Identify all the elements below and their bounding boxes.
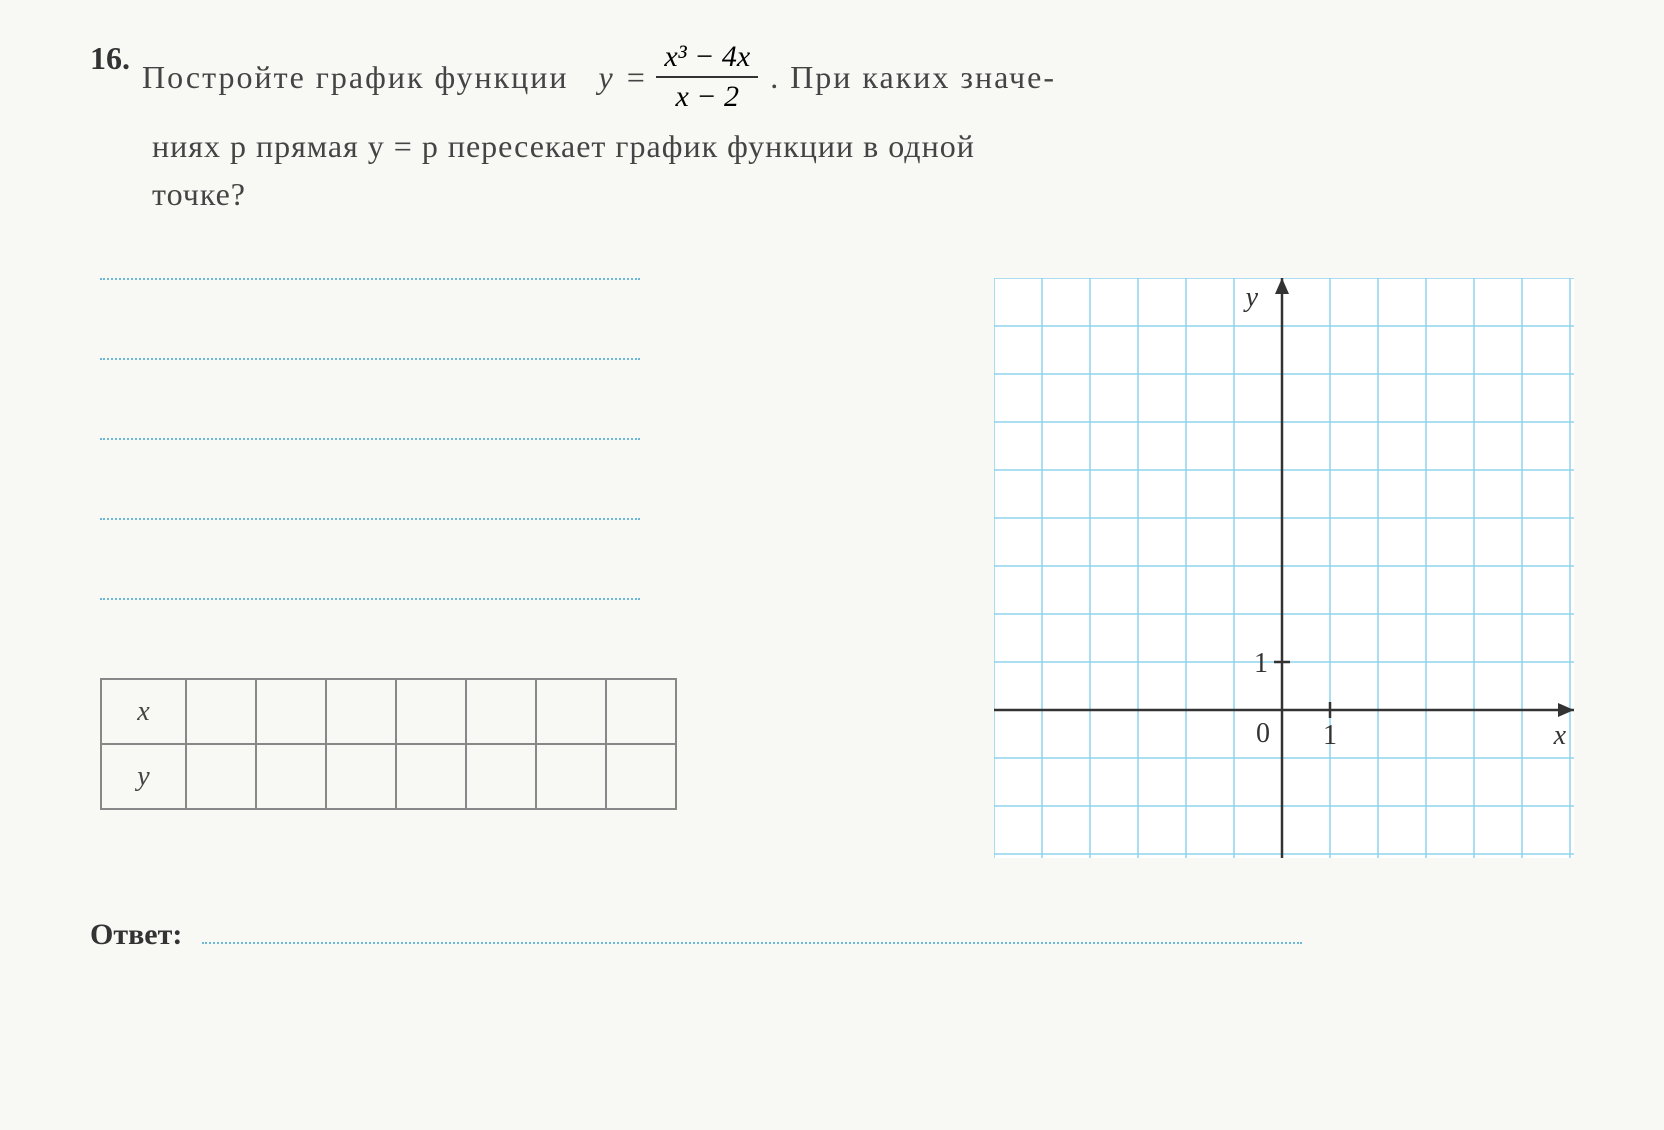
problem-text-2: . При каких значе- [770, 53, 1056, 101]
table-cell [326, 744, 396, 809]
main-content: x y yx011 [90, 278, 1574, 858]
problem-header: 16. Постройте график функции y = x³ − 4x… [90, 40, 1574, 114]
table-cell [466, 744, 536, 809]
table-cell [606, 744, 676, 809]
graph-svg: y x 0 1 1 [994, 278, 1574, 858]
answer-section: Ответ: [90, 918, 1574, 952]
table-cell [466, 679, 536, 744]
dotted-line-1 [100, 278, 640, 280]
table-cell [396, 679, 466, 744]
xy-table: x y [100, 678, 677, 810]
svg-text:1: 1 [1323, 720, 1337, 751]
fraction-denominator: x − 2 [667, 78, 747, 114]
problem-continuation-2: точке? [152, 170, 1574, 218]
svg-text:x: x [1553, 720, 1567, 751]
problem-body: Постройте график функции y = x³ − 4x x −… [142, 40, 1056, 114]
table-cell [186, 744, 256, 809]
table-label-y: y [101, 744, 186, 809]
problem-number: 16. [90, 40, 130, 77]
table-cell [256, 744, 326, 809]
fraction: x³ − 4x x − 2 [656, 40, 758, 114]
table-cell [396, 744, 466, 809]
table-row-x: x [101, 679, 676, 744]
table-cell [326, 679, 396, 744]
problem-line-1: Постройте график функции y = x³ − 4x x −… [142, 40, 1056, 114]
fraction-numerator: x³ − 4x [656, 40, 758, 78]
svg-text:1: 1 [1254, 648, 1268, 679]
svg-text:0: 0 [1256, 718, 1270, 749]
svg-text:y: y [1243, 282, 1259, 313]
dotted-line-3 [100, 438, 640, 440]
dotted-line-2 [100, 358, 640, 360]
equation-y: y = [599, 53, 649, 101]
table-row-y: y [101, 744, 676, 809]
coordinate-grid: y x 0 1 1 [994, 278, 1574, 858]
dotted-line-5 [100, 598, 640, 600]
answer-dotted-line [202, 942, 1302, 944]
problem-text-1: Постройте график функции [142, 53, 569, 101]
problem-continuation-1: ниях p прямая y = p пересекает график фу… [152, 122, 1574, 170]
table-cell [186, 679, 256, 744]
table-cell [256, 679, 326, 744]
answer-label: Ответ: [90, 918, 182, 952]
table-cell [536, 679, 606, 744]
dotted-line-4 [100, 518, 640, 520]
table-cell [536, 744, 606, 809]
table-cell [606, 679, 676, 744]
work-area: x y [90, 278, 944, 858]
table-label-x: x [101, 679, 186, 744]
